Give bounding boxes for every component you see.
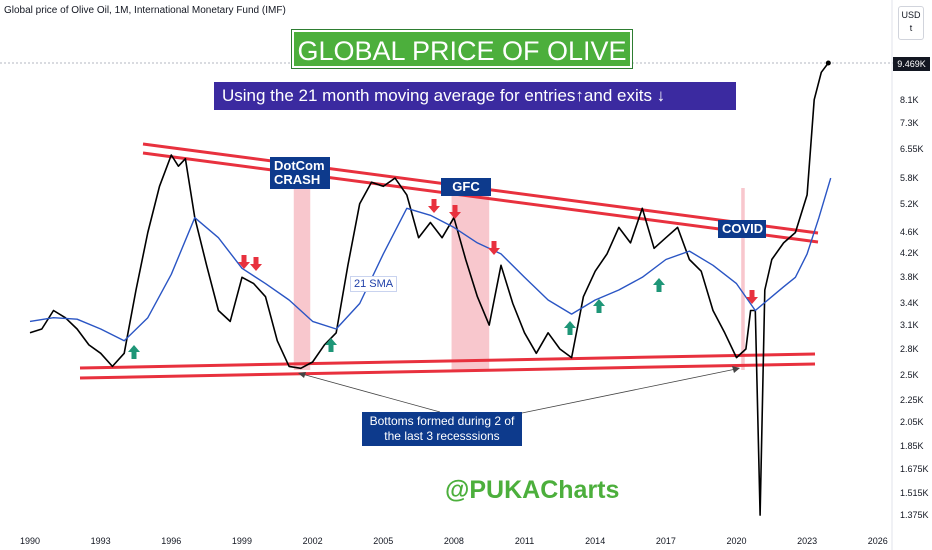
gfc-label: GFC (441, 178, 491, 196)
covid-label: COVID (718, 220, 766, 238)
bottoms-annotation: Bottoms formed during 2 of the last 3 re… (362, 412, 522, 446)
currency-selector[interactable]: USD t (898, 6, 924, 40)
x-tick-label: 1990 (19, 536, 41, 546)
y-tick-label: 1.85K (900, 441, 924, 451)
entry-arrow-icon (128, 345, 140, 359)
y-tick-label: 3.4K (900, 298, 919, 308)
x-tick-label: 2020 (726, 536, 747, 546)
x-tick-label: 1996 (161, 536, 182, 546)
y-tick-label: 1.515K (900, 488, 929, 498)
dotcom-crash-label: DotCom CRASH (270, 157, 330, 189)
y-tick-label: 6.55K (900, 144, 924, 154)
x-tick-label: 2014 (585, 536, 606, 546)
x-tick-label: 1999 (231, 536, 252, 546)
y-tick-label: 4.6K (900, 227, 919, 237)
x-tick-label: 2002 (302, 536, 323, 546)
bottoms-pointer-arrows (298, 366, 740, 414)
trend-line-3 (79, 362, 816, 380)
y-tick-label: 7.3K (900, 118, 919, 128)
author-handle: @PUKACharts (445, 476, 620, 504)
y-tick-label: 3.1K (900, 320, 919, 330)
exit-arrow-icon (746, 290, 758, 304)
exit-arrow-icon (428, 199, 440, 213)
y-tick-label: 3.8K (900, 272, 919, 282)
trend-line-1 (142, 151, 819, 244)
entry-arrow-icon (593, 299, 605, 313)
chart-header: Global price of Olive Oil, 1M, Internati… (4, 5, 286, 16)
exit-arrow-icon (250, 257, 262, 271)
sma-line (29, 177, 832, 342)
y-tick-label: 5.8K (900, 173, 919, 183)
sma-label: 21 SMA (350, 276, 398, 292)
recession-bands (293, 188, 745, 370)
entry-arrow-icon (564, 321, 576, 335)
y-tick-label: 2.5K (900, 370, 919, 380)
y-tick-label: 8.1K (900, 95, 919, 105)
x-tick-label: 2005 (373, 536, 394, 546)
y-tick-label: 4.2K (900, 248, 919, 258)
currency-code: USD (901, 10, 921, 20)
y-tick-label: 2.05K (900, 417, 924, 427)
x-tick-label: 2011 (514, 536, 535, 546)
recession-band-2 (741, 188, 745, 370)
exit-arrow-icon (449, 205, 461, 219)
y-tick-label: 2.25K (900, 395, 924, 405)
currency-unit: t (909, 23, 913, 33)
x-tick-label: 2017 (655, 536, 676, 546)
entry-arrow-icon (653, 278, 665, 292)
x-tick-label: 2008 (443, 536, 464, 546)
price-line (29, 62, 829, 516)
entry-arrow-icon (325, 338, 337, 352)
chart-title: GLOBAL PRICE OF OLIVE OIL (291, 29, 633, 104)
x-tick-label: 1993 (90, 536, 111, 546)
y-tick-label: 1.675K (900, 464, 929, 474)
trend-line-2 (79, 352, 816, 370)
signal-arrows (128, 199, 758, 359)
y-tick-label: 1.375K (900, 510, 929, 520)
x-tick-label: 2023 (797, 536, 818, 546)
exit-arrow-icon (488, 241, 500, 255)
recession-band-1 (451, 188, 490, 370)
y-tick-label: 2.8K (900, 344, 919, 354)
y-tick-label: 5.2K (900, 199, 919, 209)
exit-arrow-icon (238, 255, 250, 269)
last-price-badge: 9.469K (893, 57, 930, 71)
last-price-dot (825, 60, 831, 66)
x-tick-label: 2026 (867, 536, 888, 546)
chart-subtitle: Using the 21 month moving average for en… (214, 82, 736, 110)
recession-band-0 (293, 188, 311, 370)
